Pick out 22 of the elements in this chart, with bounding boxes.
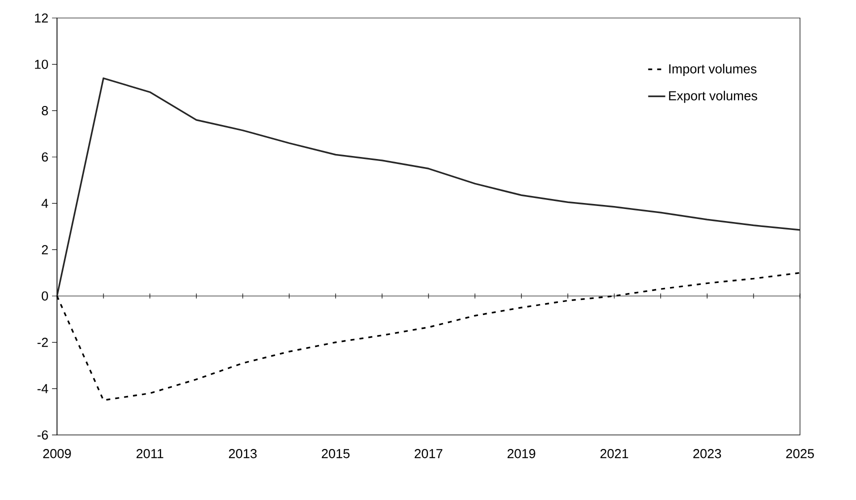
legend-label: Import volumes — [669, 64, 756, 76]
legend-label: Export volumes — [669, 90, 758, 103]
y-tick-label: 12 — [35, 13, 48, 23]
line-series — [56, 77, 801, 297]
y-tick-label: -2 — [38, 338, 48, 347]
y-tick-label: 8 — [42, 106, 48, 116]
x-tick-label: 2009 — [43, 449, 71, 458]
x-tick-label: 2025 — [786, 449, 814, 458]
y-tick-label: 6 — [42, 152, 48, 162]
y-tick-label: 4 — [42, 198, 48, 208]
x-tick-label: 2017 — [414, 449, 442, 458]
y-tick-label: -6 — [38, 430, 48, 440]
x-tick-label: 2019 — [508, 449, 536, 458]
y-tick-label: -4 — [38, 384, 48, 394]
x-tick-label: 2013 — [228, 449, 257, 458]
y-tick-label: 2 — [42, 245, 48, 254]
y-tick-label: 10 — [35, 60, 48, 69]
x-tick-label: 2015 — [322, 449, 350, 458]
y-tick-label: 0 — [42, 291, 48, 301]
x-tick-label: 2011 — [136, 449, 164, 458]
x-tick-label: 2023 — [693, 449, 722, 458]
x-tick-label: 2021 — [600, 449, 628, 458]
